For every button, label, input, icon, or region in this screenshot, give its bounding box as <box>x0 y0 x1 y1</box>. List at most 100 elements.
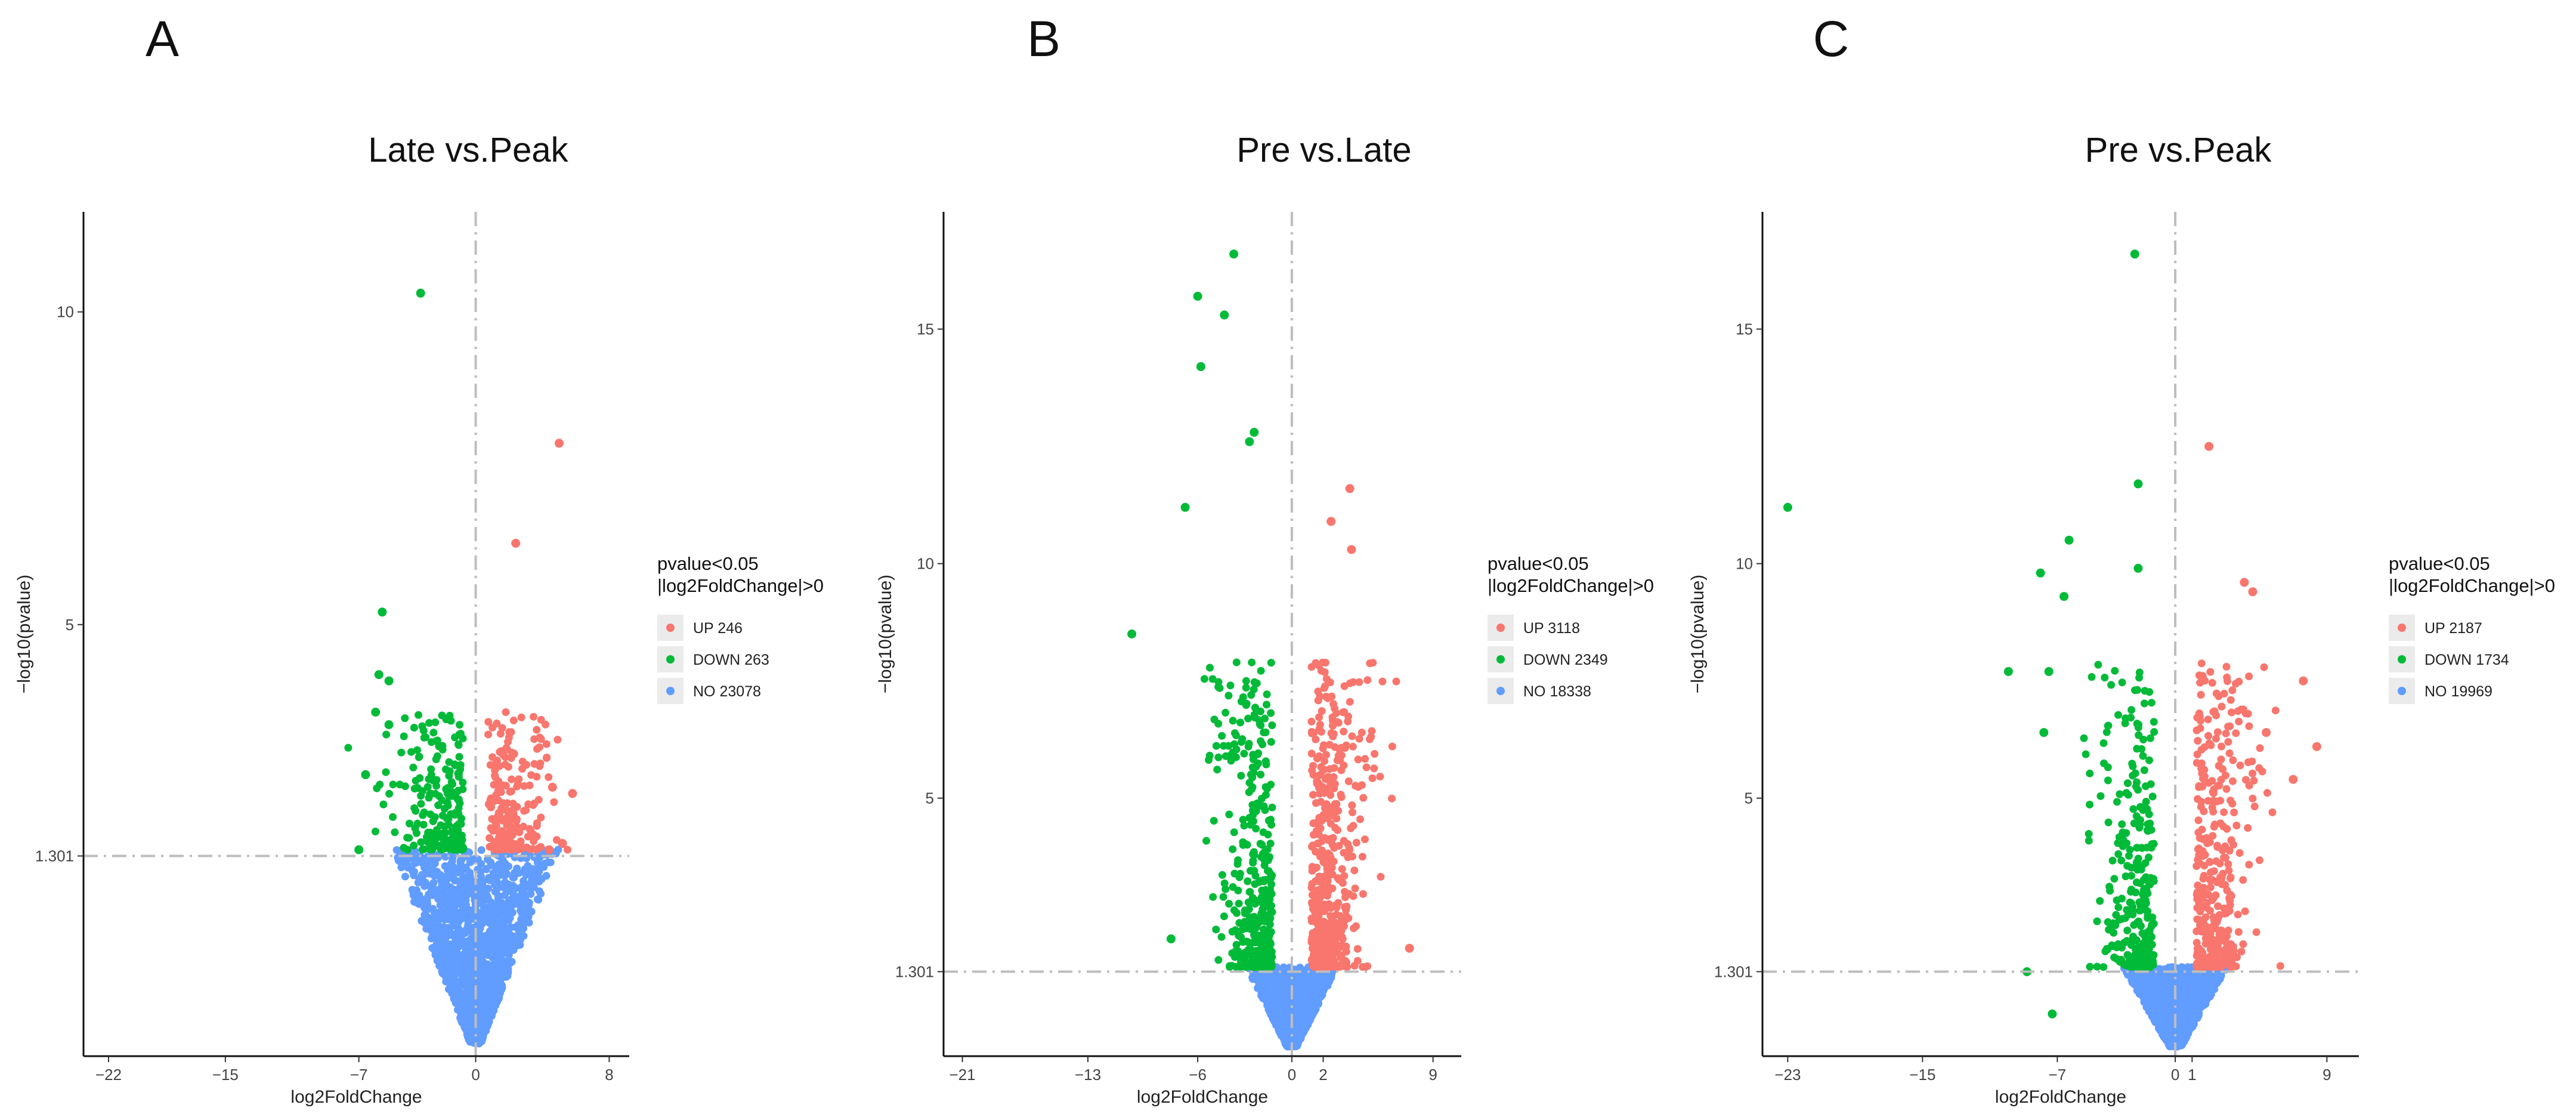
point-up-b <box>1321 659 1329 667</box>
legend-swatch-down-a <box>666 655 675 664</box>
point-no-a <box>502 967 511 975</box>
point-no-a <box>429 913 438 921</box>
point-up-a <box>530 712 538 721</box>
legend-label-no-b: NO 18338 <box>1523 683 1591 700</box>
point-up-b <box>1309 770 1318 779</box>
point-down-b <box>1268 803 1276 812</box>
point-up-b <box>1323 869 1332 877</box>
point-no-a <box>483 974 491 982</box>
point-up-b <box>1324 931 1332 939</box>
point-down-b <box>1214 678 1223 686</box>
point-no-a <box>447 863 455 872</box>
point-up-b <box>1322 751 1330 759</box>
point-no-a <box>499 933 507 940</box>
point-up-b <box>1342 906 1350 914</box>
point-down-a <box>344 743 352 752</box>
point-no-b <box>1300 1026 1308 1035</box>
point-down-a <box>454 741 463 749</box>
point-no-b <box>1307 977 1315 985</box>
point-up-b <box>1361 755 1369 763</box>
point-up-a <box>545 845 554 854</box>
point-down-b <box>1258 899 1266 907</box>
point-down-a <box>382 730 391 739</box>
point-up-b <box>1318 846 1326 854</box>
y-axis-label-a: −log10(pvalue) <box>14 575 34 693</box>
point-down-b <box>1212 742 1220 750</box>
point-down-b <box>1180 502 1190 512</box>
point-up-b <box>1315 752 1323 760</box>
point-no-a <box>481 941 489 949</box>
point-no-a <box>508 908 517 917</box>
point-no-a <box>463 924 472 932</box>
point-down-a <box>438 812 447 820</box>
point-no-b <box>1292 1039 1300 1047</box>
point-down-a <box>458 842 466 850</box>
point-down-b <box>1257 959 1265 967</box>
legend-label-no-a: NO 23078 <box>693 683 761 700</box>
point-no-a <box>500 891 509 899</box>
point-no-a <box>494 893 503 902</box>
point-up-a <box>511 539 521 548</box>
point-up-b <box>1330 784 1338 792</box>
point-down-a <box>378 607 387 617</box>
legend-swatch-no-b <box>1496 687 1505 695</box>
point-down-b <box>1250 866 1258 875</box>
point-down-b <box>1210 715 1219 724</box>
point-up-a <box>522 806 530 814</box>
point-down-a <box>432 782 441 790</box>
point-down-b <box>1240 822 1248 830</box>
point-up-a <box>537 813 545 822</box>
point-no-a <box>478 957 487 965</box>
point-down-b <box>1202 837 1211 845</box>
point-up-a <box>484 718 493 726</box>
point-down-b <box>1225 810 1233 819</box>
point-down-b <box>1229 249 1239 259</box>
point-no-a <box>466 856 474 864</box>
point-down-a <box>417 838 425 846</box>
point-up-b <box>1312 735 1320 743</box>
point-down-a <box>384 720 394 729</box>
point-down-b <box>1251 704 1259 712</box>
point-no-a <box>522 897 531 906</box>
point-up-b <box>1315 725 1323 733</box>
point-down-a <box>420 808 428 816</box>
point-up-b <box>1351 884 1359 893</box>
point-up-b <box>1321 963 1329 971</box>
point-down-b <box>1220 879 1229 887</box>
point-down-b <box>1267 880 1276 888</box>
point-up-b <box>1320 789 1328 797</box>
point-down-a <box>441 822 449 831</box>
point-no-b <box>1315 999 1322 1007</box>
x-tick-label-b: 0 <box>1288 1066 1296 1084</box>
point-up-a <box>496 762 503 770</box>
point-up-a <box>533 773 541 781</box>
point-down-b <box>1218 732 1226 740</box>
point-up-b <box>1337 927 1346 935</box>
x-tick-label-b: 2 <box>1319 1066 1327 1084</box>
point-down-b <box>1234 856 1242 864</box>
point-down-b <box>1256 840 1264 848</box>
point-down-b <box>1267 738 1275 746</box>
point-up-a <box>501 760 509 769</box>
point-down-b <box>1234 886 1242 894</box>
point-down-a <box>416 288 425 298</box>
point-down-a <box>418 846 426 854</box>
point-up-b <box>1405 943 1414 953</box>
point-down-a <box>454 795 463 804</box>
point-down-a <box>443 798 452 807</box>
point-no-a <box>505 862 513 871</box>
point-no-a <box>435 942 443 950</box>
point-up-b <box>1337 793 1346 801</box>
point-no-a <box>518 923 526 931</box>
point-down-a <box>407 748 416 756</box>
point-up-a <box>525 781 534 789</box>
point-down-b <box>1263 946 1272 955</box>
point-no-b <box>1279 1022 1288 1029</box>
point-up-a <box>484 730 493 739</box>
point-no-a <box>525 918 533 927</box>
point-no-a <box>420 882 429 890</box>
point-no-a <box>502 927 510 935</box>
point-no-a <box>479 883 487 891</box>
y-tick-label-b: 1.301 <box>895 962 934 980</box>
point-down-a <box>438 711 446 720</box>
